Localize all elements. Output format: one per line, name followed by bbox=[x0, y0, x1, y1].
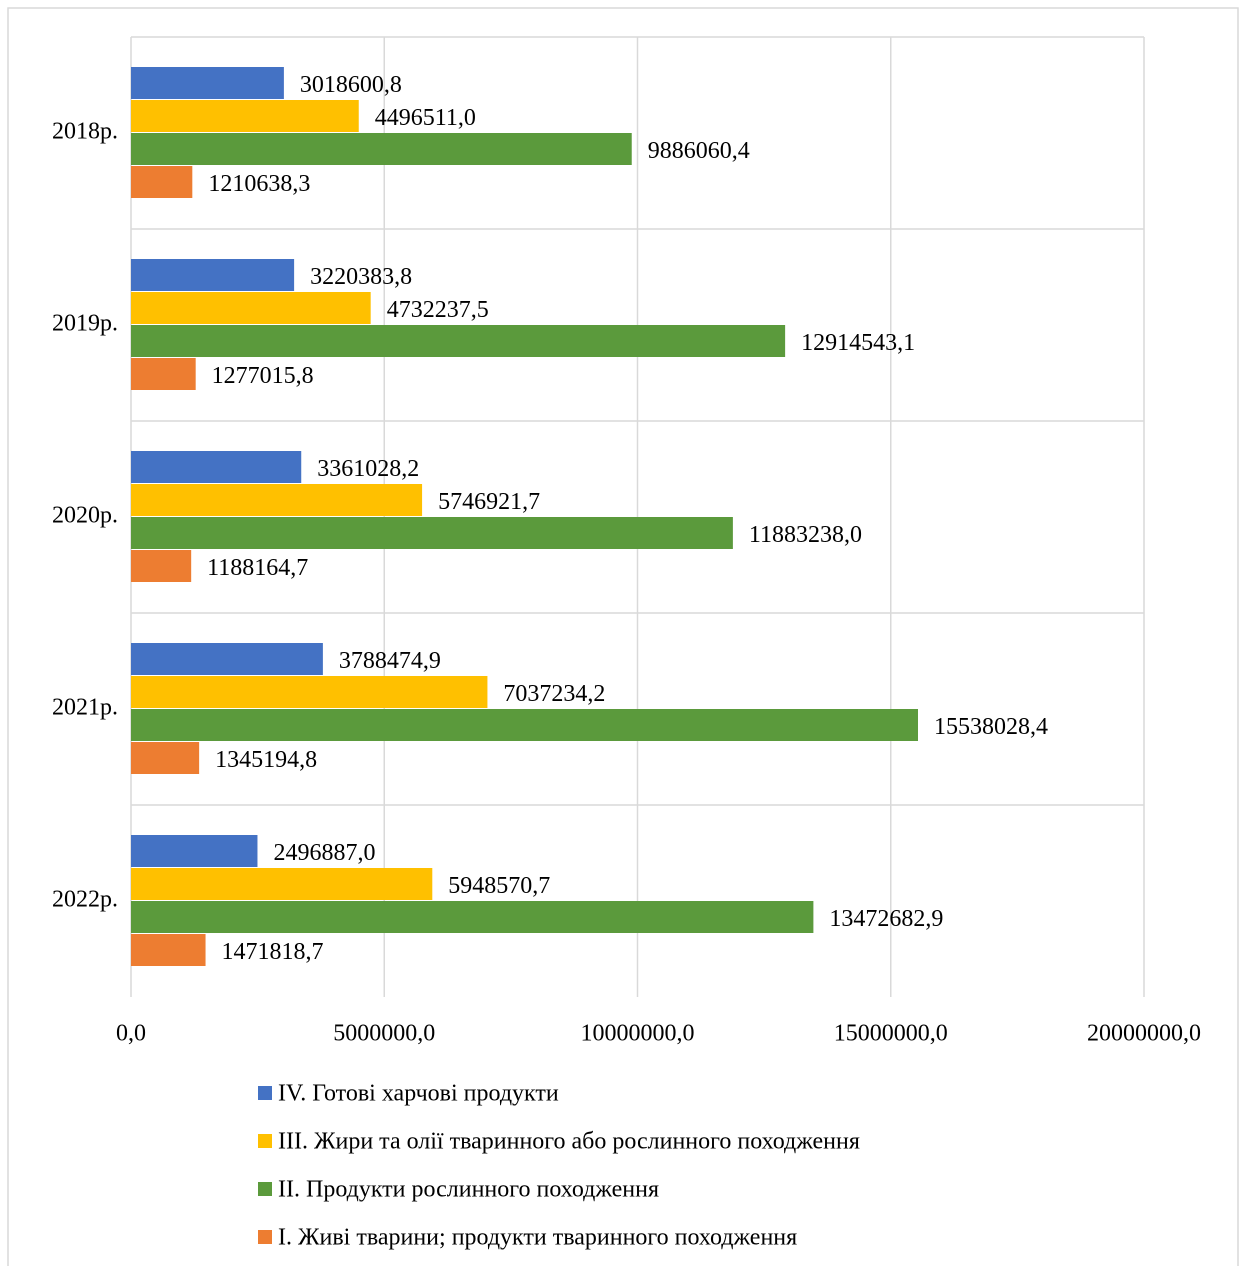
bar bbox=[131, 325, 786, 357]
bar bbox=[131, 358, 196, 390]
bar bbox=[131, 709, 919, 741]
bar bbox=[131, 166, 193, 198]
value-label: 1277015,8 bbox=[212, 363, 314, 389]
value-label: 11883238,0 bbox=[749, 522, 862, 548]
bar bbox=[131, 901, 814, 933]
bar bbox=[131, 133, 632, 165]
bar bbox=[131, 868, 433, 900]
x-tick-label: 20000000,0 bbox=[1087, 1021, 1201, 1047]
value-label: 3788474,9 bbox=[339, 648, 441, 674]
bar bbox=[131, 517, 733, 549]
legend-swatch bbox=[258, 1086, 272, 1100]
value-label: 5948570,7 bbox=[448, 873, 550, 899]
bar bbox=[131, 259, 295, 291]
value-label: 4496511,0 bbox=[375, 105, 476, 131]
value-label: 2496887,0 bbox=[273, 840, 375, 866]
value-label: 1471818,7 bbox=[222, 939, 324, 965]
legend-swatch bbox=[258, 1230, 272, 1244]
bar bbox=[131, 292, 371, 324]
value-label: 13472682,9 bbox=[829, 906, 943, 932]
legend-label: IV. Готові харчові продукти bbox=[278, 1081, 559, 1107]
bar bbox=[131, 100, 359, 132]
x-tick-label: 15000000,0 bbox=[834, 1021, 948, 1047]
value-label: 7037234,2 bbox=[503, 681, 605, 707]
x-tick-label: 0,0 bbox=[116, 1021, 146, 1047]
value-label: 3220383,8 bbox=[310, 264, 412, 290]
legend-label: I. Живі тварини; продукти тваринного пох… bbox=[278, 1225, 797, 1251]
bar bbox=[131, 550, 192, 582]
x-tick-label: 10000000,0 bbox=[581, 1021, 695, 1047]
value-label: 3018600,8 bbox=[300, 72, 402, 98]
bar bbox=[131, 67, 284, 99]
y-tick-label: 2022р. bbox=[52, 887, 118, 913]
bar bbox=[131, 484, 423, 516]
legend-swatch bbox=[258, 1182, 272, 1196]
value-label: 3361028,2 bbox=[317, 456, 419, 482]
bar bbox=[131, 835, 258, 867]
bar bbox=[131, 742, 200, 774]
chart-border bbox=[7, 7, 1239, 1266]
value-label: 1188164,7 bbox=[207, 555, 308, 581]
y-tick-label: 2019р. bbox=[52, 311, 118, 337]
value-label: 1345194,8 bbox=[215, 747, 317, 773]
legend-label: III. Жири та олії тваринного або рослинн… bbox=[278, 1129, 860, 1155]
bar bbox=[131, 451, 302, 483]
y-tick-label: 2018р. bbox=[52, 119, 118, 145]
value-label: 5746921,7 bbox=[438, 489, 540, 515]
bar bbox=[131, 643, 323, 675]
value-label: 4732237,5 bbox=[387, 297, 489, 323]
legend-label: II. Продукти рослинного походження bbox=[278, 1177, 659, 1203]
x-tick-label: 5000000,0 bbox=[333, 1021, 435, 1047]
y-tick-label: 2021р. bbox=[52, 695, 118, 721]
value-label: 9886060,4 bbox=[648, 138, 750, 164]
bar bbox=[131, 676, 488, 708]
value-label: 15538028,4 bbox=[934, 714, 1048, 740]
y-tick-label: 2020р. bbox=[52, 503, 118, 529]
value-label: 1210638,3 bbox=[208, 171, 310, 197]
value-label: 12914543,1 bbox=[801, 330, 915, 356]
legend-swatch bbox=[258, 1134, 272, 1148]
bar bbox=[131, 934, 206, 966]
